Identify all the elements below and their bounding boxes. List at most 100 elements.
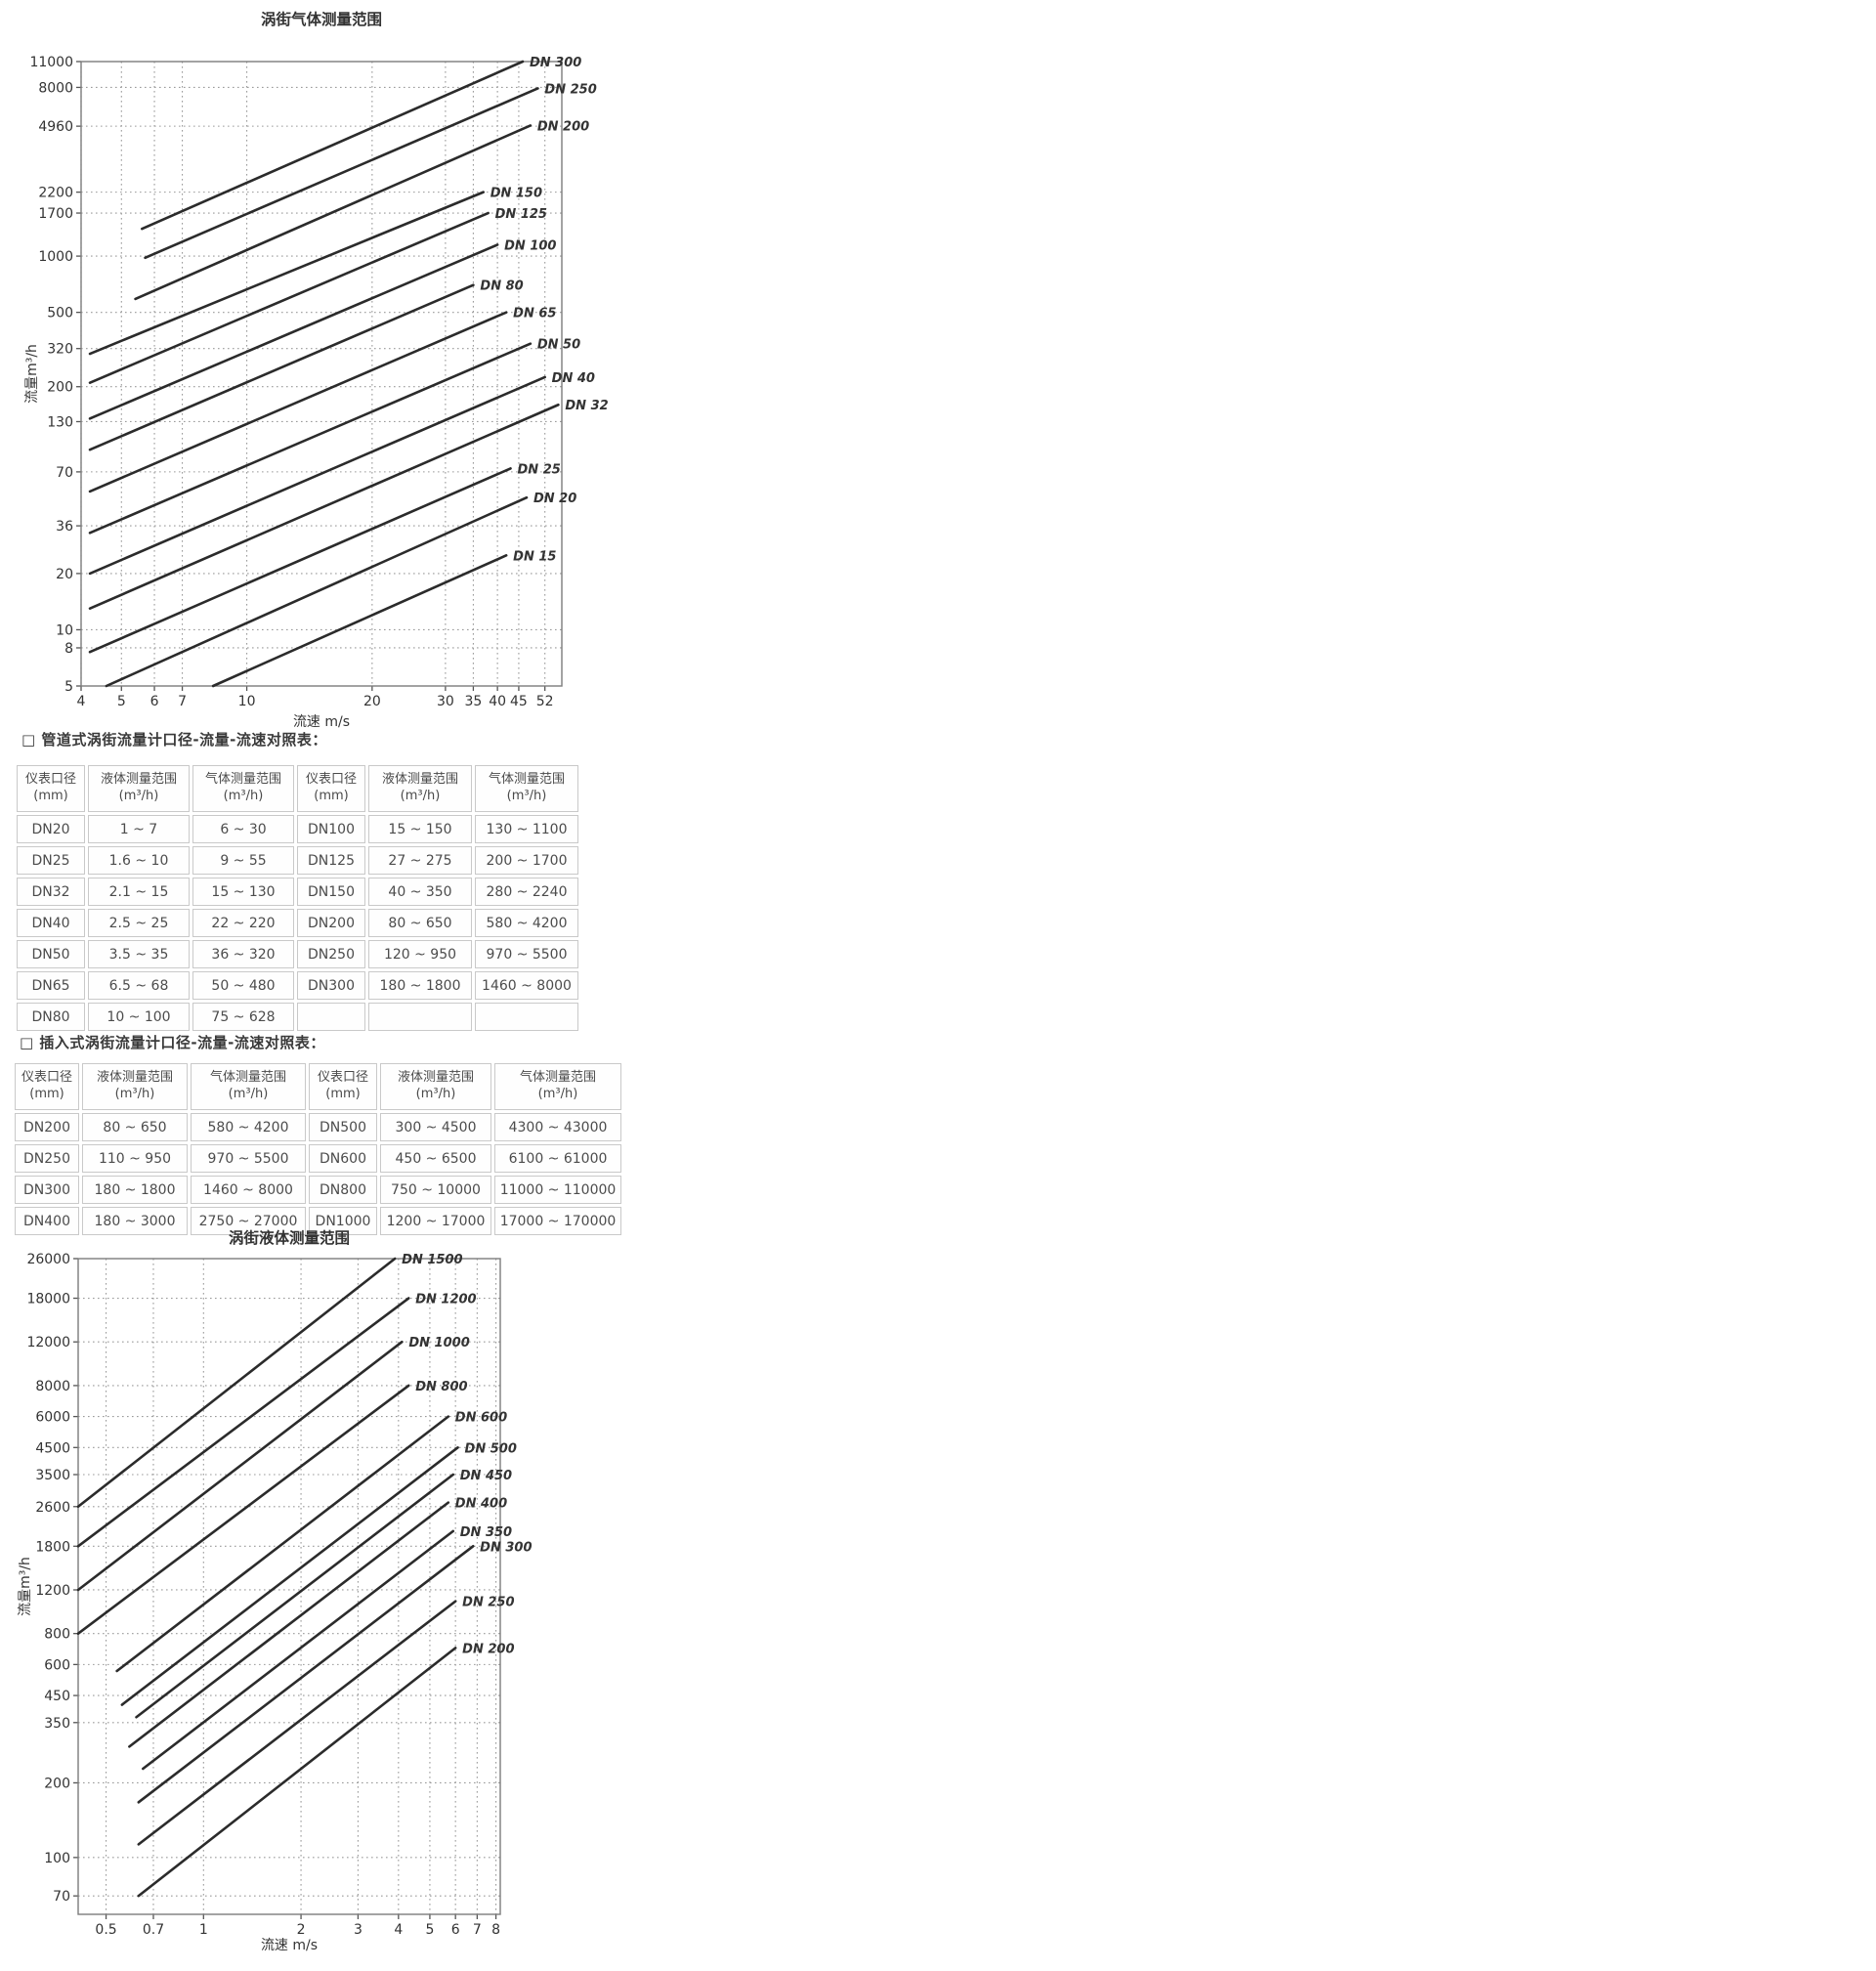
table-cell xyxy=(297,1003,365,1031)
table-cell: 36 ~ 320 xyxy=(192,940,294,968)
table-cell: 1200 ~ 17000 xyxy=(380,1207,491,1235)
series-label-DN350: DN 350 xyxy=(460,1525,512,1540)
series-label-DN250: DN 250 xyxy=(544,82,596,97)
y-tick-label: 6000 xyxy=(35,1410,70,1426)
y-tick-label: 200 xyxy=(44,1776,70,1791)
table-row: DN400 180 ~ 3000 2750 ~ 27000 DN1000 1200 ~ … xyxy=(15,1207,621,1235)
series-label-DN400: DN 400 xyxy=(455,1497,507,1512)
table-cell: 9 ~ 55 xyxy=(192,846,294,875)
series-line-DN250 xyxy=(137,1600,457,1846)
series-label-DN150: DN 150 xyxy=(490,187,542,201)
table-row: DN300 180 ~ 1800 1460 ~ 8000 DN800 750 ~ 100… xyxy=(15,1176,621,1204)
y-axis-label: 流量m³/h xyxy=(18,1557,33,1616)
table-cell xyxy=(368,1003,472,1031)
series-line-DN150 xyxy=(88,191,486,356)
table-cell: 580 ~ 4200 xyxy=(191,1113,306,1141)
y-tick-label: 1800 xyxy=(35,1539,70,1555)
series-label-DN300: DN 300 xyxy=(480,1540,532,1555)
series-line-DN25 xyxy=(88,467,512,654)
table-cell: DN125 xyxy=(297,846,365,875)
series-label-DN450: DN 450 xyxy=(460,1469,512,1483)
table-cell: DN50 xyxy=(17,940,85,968)
table-cell: 280 ~ 2240 xyxy=(475,878,578,906)
y-axis-label: 流量m³/h xyxy=(24,344,40,404)
series-label-DN20: DN 20 xyxy=(533,492,576,506)
table-cell xyxy=(475,1003,578,1031)
table-cell: DN1000 xyxy=(309,1207,377,1235)
series-line-DN32 xyxy=(88,403,560,610)
y-tick-label: 200 xyxy=(47,380,73,396)
series-line-DN800 xyxy=(76,1384,410,1635)
table-cell: DN150 xyxy=(297,878,365,906)
table-cell: 15 ~ 130 xyxy=(192,878,294,906)
table-cell: DN32 xyxy=(17,878,85,906)
table-cell: DN800 xyxy=(309,1176,377,1204)
table-cell: 6100 ~ 61000 xyxy=(494,1144,621,1173)
x-tick-label: 40 xyxy=(489,694,506,709)
series-line-DN350 xyxy=(142,1529,455,1771)
y-tick-label: 100 xyxy=(44,1851,70,1866)
table-cell: DN100 xyxy=(297,815,365,843)
table-cell: 180 ~ 3000 xyxy=(82,1207,188,1235)
column-header: 液体测量范围 (m³/h) xyxy=(380,1063,491,1110)
table-cell: 75 ~ 628 xyxy=(192,1003,294,1031)
series-label-DN200: DN 200 xyxy=(462,1642,514,1656)
series-line-DN300 xyxy=(137,1544,475,1804)
table-header-row: 仪表口径 (mm) 液体测量范围 (m³/h) 气体测量范围 (m³/h) 仪表口径 (mm)… xyxy=(15,1063,621,1110)
x-tick-label: 4 xyxy=(77,694,86,709)
gas-chart-svg: 11000 8000 4960 2200 1700 1000 500 320 200 130 70 3… xyxy=(24,10,609,730)
table-cell: DN300 xyxy=(297,971,365,1000)
x-tick-label: 20 xyxy=(363,694,381,709)
plot-box xyxy=(80,61,563,687)
table-cell: 1460 ~ 8000 xyxy=(191,1176,306,1204)
table-cell: 130 ~ 1100 xyxy=(475,815,578,843)
table-cell: DN500 xyxy=(309,1113,377,1141)
y-tick-label: 8000 xyxy=(38,80,73,96)
table-cell: 22 ~ 220 xyxy=(192,909,294,937)
series-line-DN100 xyxy=(88,243,499,420)
series-label-DN25: DN 25 xyxy=(518,462,561,477)
column-header: 仪表口径 (mm) xyxy=(309,1063,377,1110)
y-tick-label: 11000 xyxy=(29,55,73,70)
table-header-row: 仪表口径 (mm) 液体测量范围 (m³/h) 气体测量范围 (m³/h) 仪表口径 (mm)… xyxy=(17,765,578,812)
table-cell: 27 ~ 275 xyxy=(368,846,472,875)
chart-title: 涡街液体测量范围 xyxy=(229,1228,350,1247)
series-label-DN65: DN 65 xyxy=(513,307,556,321)
series-label-DN125: DN 125 xyxy=(495,207,547,222)
y-tick-label: 130 xyxy=(47,414,73,430)
y-tick-label: 26000 xyxy=(26,1252,70,1267)
table-cell: 970 ~ 5500 xyxy=(475,940,578,968)
liquid-chart-svg: 2600018000120008000600045003500260018001… xyxy=(18,1228,533,1953)
x-tick-label: 8 xyxy=(491,1922,500,1938)
y-tick-label: 350 xyxy=(44,1716,70,1732)
series-line-DN65 xyxy=(88,311,508,493)
series-label-DN50: DN 50 xyxy=(537,338,580,353)
series-line-DN250 xyxy=(144,87,539,260)
series-label-DN200: DN 200 xyxy=(537,119,589,134)
table-row: DN65 6.5 ~ 68 50 ~ 480 DN300 180 ~ 1800 1460 … xyxy=(17,971,578,1000)
x-axis-label: 流速 m/s xyxy=(261,1938,318,1953)
series-label-DN15: DN 15 xyxy=(513,549,556,564)
x-tick-label: 6 xyxy=(451,1922,460,1938)
x-tick-label: 0.7 xyxy=(143,1922,164,1938)
x-tick-label: 30 xyxy=(437,694,454,709)
table-cell: 1 ~ 7 xyxy=(88,815,190,843)
x-tick-label: 6 xyxy=(150,694,159,709)
y-tick-label: 4500 xyxy=(35,1440,70,1456)
y-tick-label: 8000 xyxy=(35,1379,70,1394)
x-tick-label: 52 xyxy=(536,694,554,709)
column-header: 液体测量范围 (m³/h) xyxy=(88,765,190,812)
series-label-DN80: DN 80 xyxy=(480,279,523,294)
table-cell: 17000 ~ 170000 xyxy=(494,1207,621,1235)
table-cell: 2.1 ~ 15 xyxy=(88,878,190,906)
table-cell: 120 ~ 950 xyxy=(368,940,472,968)
table-cell: 180 ~ 1800 xyxy=(82,1176,188,1204)
series-line-DN500 xyxy=(120,1446,459,1706)
table-cell: DN250 xyxy=(15,1144,79,1173)
column-header: 气体测量范围 (m³/h) xyxy=(494,1063,621,1110)
table-cell: DN400 xyxy=(15,1207,79,1235)
table-cell: 450 ~ 6500 xyxy=(380,1144,491,1173)
series-line-DN1200 xyxy=(76,1297,410,1548)
